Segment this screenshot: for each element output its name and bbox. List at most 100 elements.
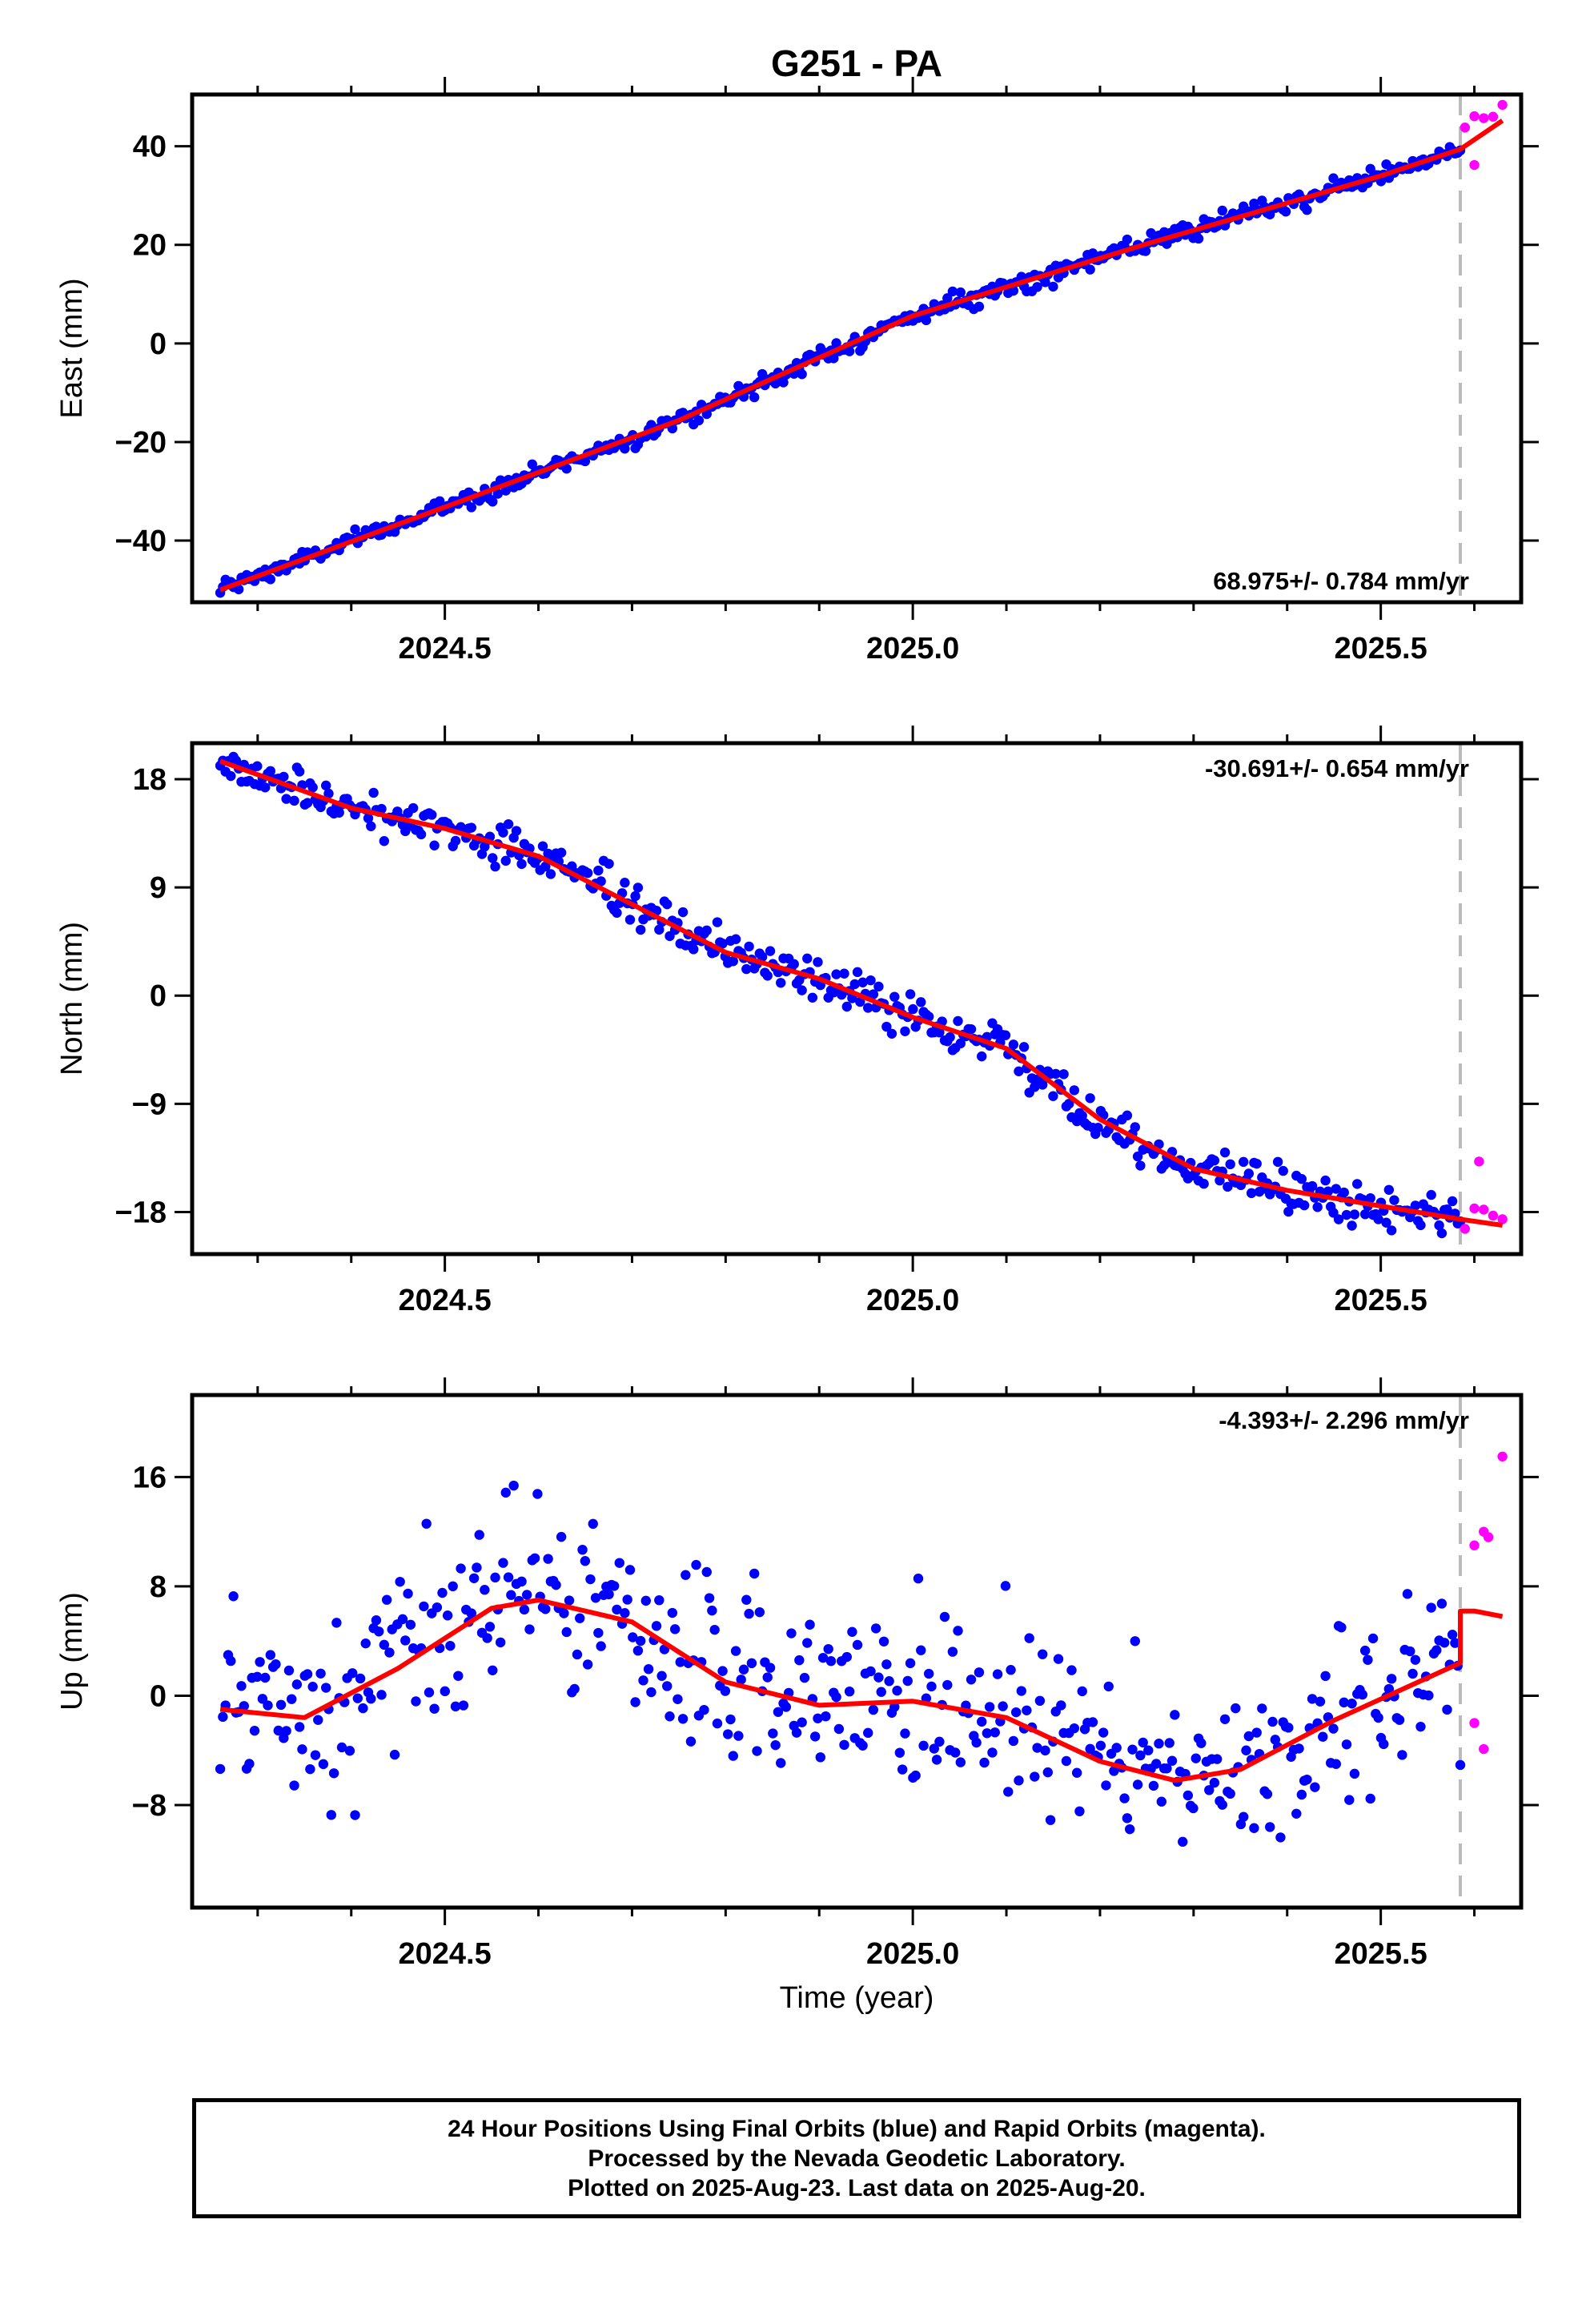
final-orbit-point <box>916 997 926 1007</box>
final-orbit-point <box>612 907 622 919</box>
final-orbit-point <box>741 1594 752 1605</box>
velocity-rate-label: 68.975+/- 0.784 mm/yr <box>1213 567 1469 595</box>
final-orbit-point <box>953 1015 963 1027</box>
final-orbit-point <box>445 1640 456 1651</box>
final-orbit-point <box>905 989 916 999</box>
final-orbit-point <box>770 1739 781 1751</box>
final-orbit-point <box>918 1740 929 1751</box>
final-orbit-point <box>987 1747 998 1758</box>
final-orbit-point <box>833 1723 845 1735</box>
final-orbit-point <box>744 1608 754 1619</box>
final-orbit-point <box>490 861 500 872</box>
final-orbit-point <box>622 1594 632 1605</box>
final-orbit-point <box>1241 1745 1251 1755</box>
final-orbit-point <box>977 1051 987 1062</box>
final-orbit-point <box>1008 285 1019 296</box>
final-orbit-point <box>1341 1739 1352 1750</box>
final-orbit-point <box>776 1758 786 1768</box>
final-orbit-point <box>582 1659 593 1670</box>
final-orbit-point <box>931 1755 942 1765</box>
final-orbit-point <box>500 1487 511 1498</box>
final-orbit-point <box>966 1675 977 1685</box>
y-tick-label: −9 <box>132 1088 167 1121</box>
model-fit-line <box>219 1598 1504 1783</box>
final-orbit-point <box>669 1624 681 1634</box>
final-orbit-point <box>1436 1598 1447 1609</box>
final-orbit-point <box>1098 1727 1109 1738</box>
final-orbit-point <box>1389 1195 1399 1205</box>
final-orbit-point <box>1423 1690 1434 1701</box>
final-orbit-point <box>1347 1699 1357 1709</box>
final-orbit-point <box>1365 1793 1375 1804</box>
final-orbit-point <box>728 956 738 967</box>
rapid-orbit-point <box>1474 1156 1484 1167</box>
plot-area-2 <box>215 743 1508 1254</box>
y-tick-label: 0 <box>150 328 167 361</box>
final-orbit-point <box>701 925 712 936</box>
final-orbit-point <box>813 1713 823 1723</box>
final-orbit-point <box>786 1628 797 1638</box>
final-orbit-point <box>521 1590 532 1600</box>
final-orbit-point <box>437 1587 448 1598</box>
final-orbit-point <box>593 1627 604 1638</box>
final-orbit-point <box>865 1666 876 1677</box>
final-orbit-point <box>752 1746 762 1756</box>
final-orbit-point <box>432 1602 443 1613</box>
final-orbit-point <box>1101 1780 1111 1791</box>
rapid-orbit-point <box>1497 1451 1508 1462</box>
final-orbit-point <box>977 1716 987 1727</box>
final-orbit-point <box>974 1667 985 1678</box>
x-tick-label: 2025.5 <box>1335 1937 1427 1971</box>
final-orbit-point <box>722 1729 733 1739</box>
final-orbit-point <box>275 1699 287 1711</box>
final-orbit-point <box>1373 1712 1383 1723</box>
final-orbit-point <box>511 826 522 836</box>
final-orbit-point <box>395 1576 405 1587</box>
final-orbit-point <box>1402 1589 1413 1599</box>
final-orbit-point <box>453 1671 464 1681</box>
final-orbit-point <box>1103 1681 1114 1692</box>
final-orbit-point <box>1000 1581 1011 1591</box>
final-orbit-point <box>1223 1181 1233 1192</box>
final-orbit-point <box>1064 1099 1074 1109</box>
final-orbit-point <box>1199 1179 1209 1189</box>
final-orbit-point <box>1148 1780 1159 1791</box>
final-orbit-point <box>1109 1766 1119 1776</box>
final-orbit-point <box>841 1001 852 1012</box>
final-orbit-point <box>730 1646 741 1656</box>
final-orbit-point <box>934 1027 945 1038</box>
final-orbit-point <box>265 574 276 585</box>
final-orbit-point <box>1196 1738 1207 1748</box>
final-orbit-point <box>344 1746 355 1756</box>
rapid-orbit-point <box>1479 113 1489 123</box>
final-orbit-point <box>873 981 884 992</box>
final-orbit-point <box>474 1530 484 1540</box>
final-orbit-point <box>500 855 511 866</box>
final-orbit-point <box>1069 1085 1080 1096</box>
final-orbit-point <box>466 1608 477 1618</box>
final-orbit-point <box>955 1757 966 1767</box>
final-orbit-point <box>910 1770 921 1781</box>
final-orbit-point <box>990 1727 1000 1738</box>
final-orbit-point <box>1299 1200 1310 1211</box>
final-orbit-point <box>506 1590 516 1600</box>
final-orbit-point <box>947 286 958 297</box>
final-orbit-point <box>836 989 847 1000</box>
final-orbit-point <box>701 1566 712 1578</box>
final-orbit-point <box>984 1702 995 1712</box>
final-orbit-point <box>749 392 760 403</box>
final-orbit-point <box>614 1558 624 1568</box>
final-orbit-point <box>313 1715 323 1725</box>
final-orbit-point <box>632 883 644 893</box>
final-orbit-point <box>434 496 445 507</box>
final-orbit-point <box>953 1626 963 1636</box>
final-orbit-point <box>1407 1668 1418 1679</box>
final-orbit-point <box>802 1638 813 1648</box>
final-orbit-point <box>488 853 498 863</box>
final-orbit-point <box>215 1763 226 1775</box>
final-orbit-point <box>955 287 966 298</box>
final-orbit-point <box>1296 1174 1307 1184</box>
final-orbit-point <box>681 1570 691 1580</box>
final-orbit-point <box>1246 1188 1257 1199</box>
